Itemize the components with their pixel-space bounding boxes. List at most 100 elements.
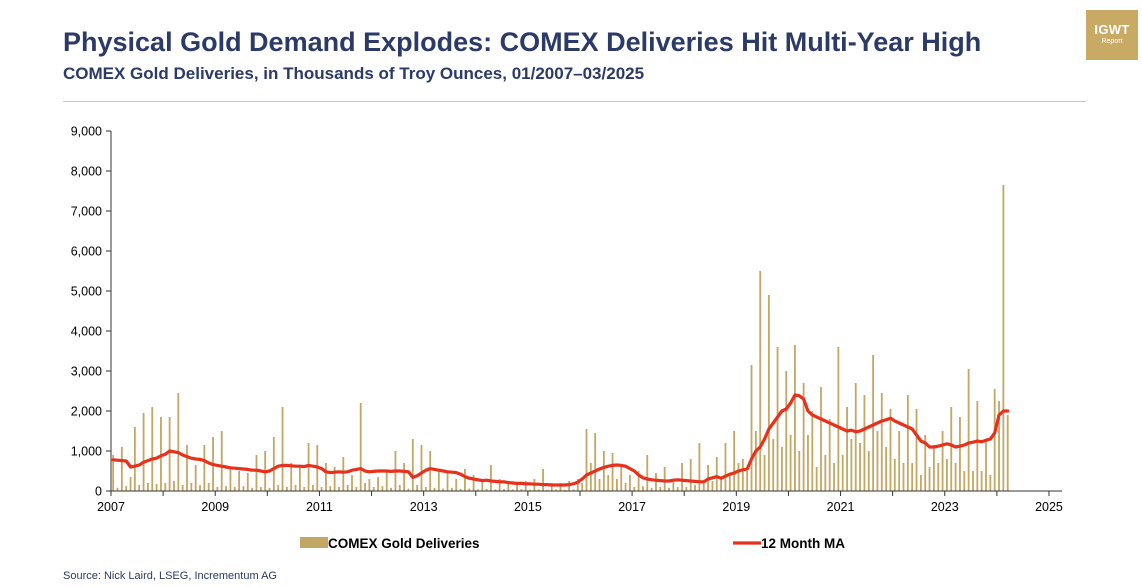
delivery-bar bbox=[716, 457, 718, 491]
delivery-bar bbox=[798, 451, 800, 491]
delivery-bar bbox=[942, 431, 944, 491]
delivery-bar bbox=[203, 445, 205, 491]
y-tick-label: 4,000 bbox=[71, 325, 102, 339]
delivery-bar bbox=[121, 447, 123, 491]
delivery-bar bbox=[725, 443, 727, 491]
x-tick-label: 2017 bbox=[618, 500, 646, 514]
delivery-bar bbox=[846, 407, 848, 491]
x-tick-label: 2019 bbox=[722, 500, 750, 514]
delivery-bar bbox=[755, 431, 757, 491]
source-note: Source: Nick Laird, LSEG, Incrementum AG bbox=[63, 570, 277, 582]
y-tick-label: 1,000 bbox=[71, 445, 102, 459]
delivery-bar bbox=[386, 471, 388, 491]
delivery-bar bbox=[542, 469, 544, 491]
delivery-bar bbox=[625, 483, 627, 491]
delivery-bar bbox=[829, 419, 831, 491]
delivery-bar bbox=[929, 467, 931, 491]
delivery-bar bbox=[837, 347, 839, 491]
delivery-bar bbox=[720, 479, 722, 491]
delivery-bar bbox=[594, 433, 596, 491]
delivery-bar bbox=[916, 409, 918, 491]
delivery-bar bbox=[807, 435, 809, 491]
delivery-bar bbox=[733, 431, 735, 491]
delivery-bar bbox=[286, 487, 288, 491]
delivery-bar bbox=[581, 483, 583, 491]
delivery-bar bbox=[351, 475, 353, 491]
delivery-bar bbox=[381, 486, 383, 491]
delivery-bar bbox=[685, 487, 687, 491]
delivery-bar bbox=[347, 485, 349, 491]
delivery-bar bbox=[920, 475, 922, 491]
delivery-bar bbox=[190, 483, 192, 491]
y-tick-label: 6,000 bbox=[71, 245, 102, 259]
delivery-bar bbox=[976, 401, 978, 491]
delivery-bar bbox=[633, 487, 635, 491]
delivery-bar bbox=[208, 483, 210, 491]
delivery-bar bbox=[664, 467, 666, 491]
delivery-bar bbox=[230, 467, 232, 491]
delivery-bar bbox=[412, 439, 414, 491]
delivery-bar bbox=[690, 459, 692, 491]
delivery-bar bbox=[629, 475, 631, 491]
legend-bar-label: COMEX Gold Deliveries bbox=[328, 536, 480, 551]
delivery-bar bbox=[455, 479, 457, 491]
y-tick-label: 7,000 bbox=[71, 205, 102, 219]
delivery-bar bbox=[299, 467, 301, 491]
delivery-bar bbox=[620, 467, 622, 491]
delivery-bar bbox=[820, 387, 822, 491]
delivery-bar bbox=[338, 487, 340, 491]
delivery-bar bbox=[751, 365, 753, 491]
delivery-bar bbox=[368, 479, 370, 491]
delivery-bar bbox=[677, 487, 679, 491]
delivery-bar bbox=[794, 345, 796, 491]
legend-line-label: 12 Month MA bbox=[761, 536, 845, 551]
delivery-bar bbox=[681, 463, 683, 491]
delivery-bar bbox=[738, 463, 740, 491]
delivery-bar bbox=[325, 463, 327, 491]
delivery-bar bbox=[655, 473, 657, 491]
delivery-bar bbox=[894, 459, 896, 491]
delivery-bar bbox=[842, 455, 844, 491]
delivery-bar bbox=[907, 395, 909, 491]
delivery-bar bbox=[659, 487, 661, 491]
delivery-bar bbox=[890, 409, 892, 491]
legend-bar-swatch bbox=[300, 537, 328, 548]
delivery-bar bbox=[642, 486, 644, 491]
delivery-bar bbox=[981, 471, 983, 491]
delivery-bar bbox=[277, 485, 279, 491]
x-tick-label: 2013 bbox=[410, 500, 438, 514]
delivery-bar bbox=[712, 481, 714, 491]
delivery-bar bbox=[855, 383, 857, 491]
x-tick-label: 2023 bbox=[931, 500, 959, 514]
delivery-bar bbox=[221, 431, 223, 491]
delivery-bar bbox=[182, 485, 184, 491]
delivery-bar bbox=[768, 295, 770, 491]
delivery-bar bbox=[125, 486, 127, 491]
delivery-bar bbox=[225, 486, 227, 491]
y-tick-label: 0 bbox=[95, 485, 102, 499]
delivery-bar bbox=[911, 463, 913, 491]
delivery-bar bbox=[877, 431, 879, 491]
delivery-bar bbox=[464, 469, 466, 491]
deliveries-chart: 01,0002,0003,0004,0005,0006,0007,0008,00… bbox=[0, 0, 1142, 560]
delivery-bar bbox=[195, 465, 197, 491]
delivery-bar bbox=[151, 407, 153, 491]
y-tick-label: 8,000 bbox=[71, 165, 102, 179]
delivery-bar bbox=[329, 486, 331, 491]
delivery-bar bbox=[364, 483, 366, 491]
delivery-bar bbox=[1002, 185, 1004, 491]
delivery-bar bbox=[234, 487, 236, 491]
delivery-bar bbox=[903, 463, 905, 491]
delivery-bar bbox=[989, 475, 991, 491]
delivery-bar bbox=[421, 445, 423, 491]
legend: COMEX Gold Deliveries 12 Month MA bbox=[300, 536, 845, 551]
delivery-bar bbox=[933, 445, 935, 491]
delivery-bar bbox=[968, 369, 970, 491]
delivery-bar bbox=[698, 443, 700, 491]
delivery-bar bbox=[703, 483, 705, 491]
delivery-bar bbox=[238, 471, 240, 491]
delivery-bar bbox=[955, 463, 957, 491]
delivery-bar bbox=[312, 485, 314, 491]
delivery-bar bbox=[490, 465, 492, 491]
delivery-bar bbox=[169, 417, 171, 491]
